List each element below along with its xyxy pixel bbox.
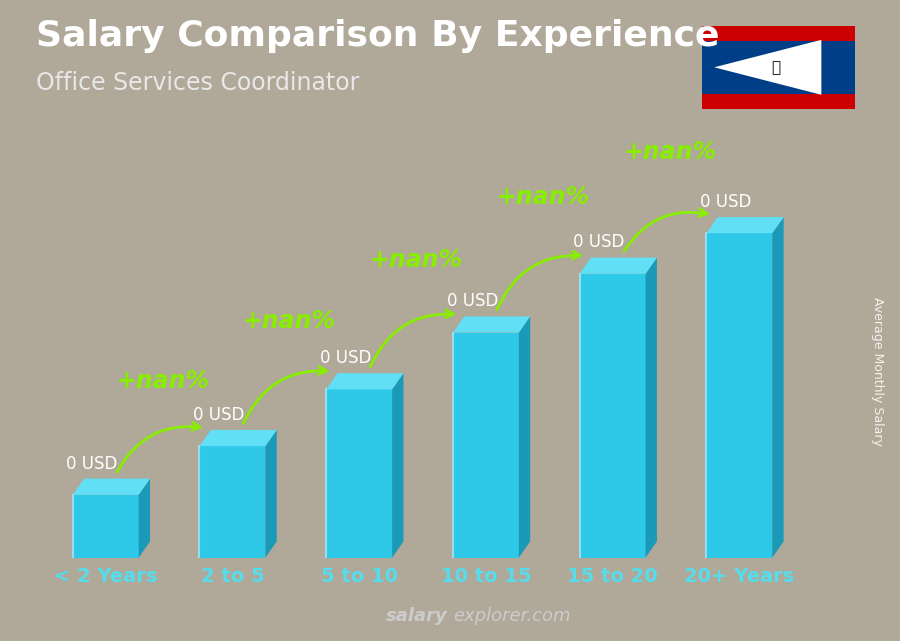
Text: salary: salary <box>385 607 447 625</box>
Polygon shape <box>518 317 530 558</box>
Text: 0 USD: 0 USD <box>700 193 752 211</box>
Text: 0 USD: 0 USD <box>446 292 498 310</box>
Text: explorer.com: explorer.com <box>453 607 571 625</box>
Polygon shape <box>139 479 150 558</box>
Polygon shape <box>715 40 822 95</box>
Polygon shape <box>73 479 150 495</box>
Polygon shape <box>453 317 530 333</box>
Polygon shape <box>706 217 784 233</box>
Text: 0 USD: 0 USD <box>573 233 625 251</box>
Text: 🦅: 🦅 <box>771 60 780 75</box>
Polygon shape <box>326 389 392 558</box>
Text: 0 USD: 0 USD <box>320 349 371 367</box>
Polygon shape <box>392 373 403 558</box>
Text: Office Services Coordinator: Office Services Coordinator <box>36 71 359 94</box>
Text: 0 USD: 0 USD <box>194 406 245 424</box>
Text: 0 USD: 0 USD <box>67 454 118 472</box>
Polygon shape <box>326 373 403 389</box>
Polygon shape <box>580 258 657 274</box>
Bar <box>702 26 855 40</box>
Polygon shape <box>73 495 139 558</box>
Bar <box>702 94 855 109</box>
Text: Average Monthly Salary: Average Monthly Salary <box>871 297 884 446</box>
Polygon shape <box>580 274 645 558</box>
Text: +nan%: +nan% <box>116 369 210 394</box>
Text: +nan%: +nan% <box>496 185 590 209</box>
Polygon shape <box>266 430 277 558</box>
Text: +nan%: +nan% <box>623 140 716 164</box>
Text: Salary Comparison By Experience: Salary Comparison By Experience <box>36 19 719 53</box>
Polygon shape <box>772 217 784 558</box>
Text: +nan%: +nan% <box>370 248 463 272</box>
Polygon shape <box>453 333 518 558</box>
Polygon shape <box>200 446 266 558</box>
Polygon shape <box>706 233 772 558</box>
Polygon shape <box>645 258 657 558</box>
Text: +nan%: +nan% <box>243 308 336 333</box>
Polygon shape <box>200 430 277 446</box>
